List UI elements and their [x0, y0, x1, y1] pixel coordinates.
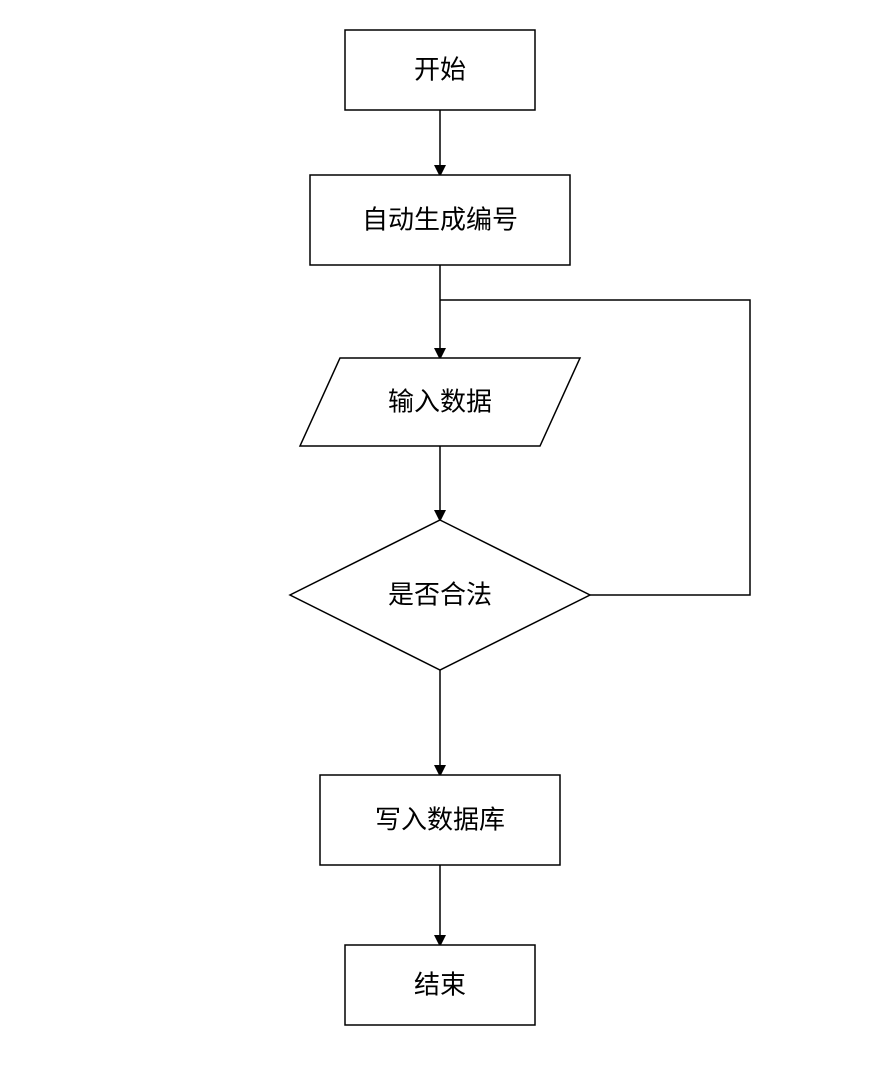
node-label-autogen: 自动生成编号	[362, 206, 518, 235]
node-start: 开始	[345, 30, 535, 110]
node-label-valid: 是否合法	[388, 581, 492, 610]
node-end: 结束	[345, 945, 535, 1025]
node-write: 写入数据库	[320, 775, 560, 865]
node-valid: 是否合法	[290, 520, 590, 670]
node-autogen: 自动生成编号	[310, 175, 570, 265]
node-input: 输入数据	[300, 358, 580, 446]
flowchart-canvas: 开始自动生成编号输入数据是否合法写入数据库结束	[0, 0, 894, 1074]
node-label-write: 写入数据库	[375, 806, 505, 835]
node-label-input: 输入数据	[388, 388, 492, 417]
node-label-end: 结束	[414, 971, 466, 1000]
node-label-start: 开始	[414, 56, 466, 85]
